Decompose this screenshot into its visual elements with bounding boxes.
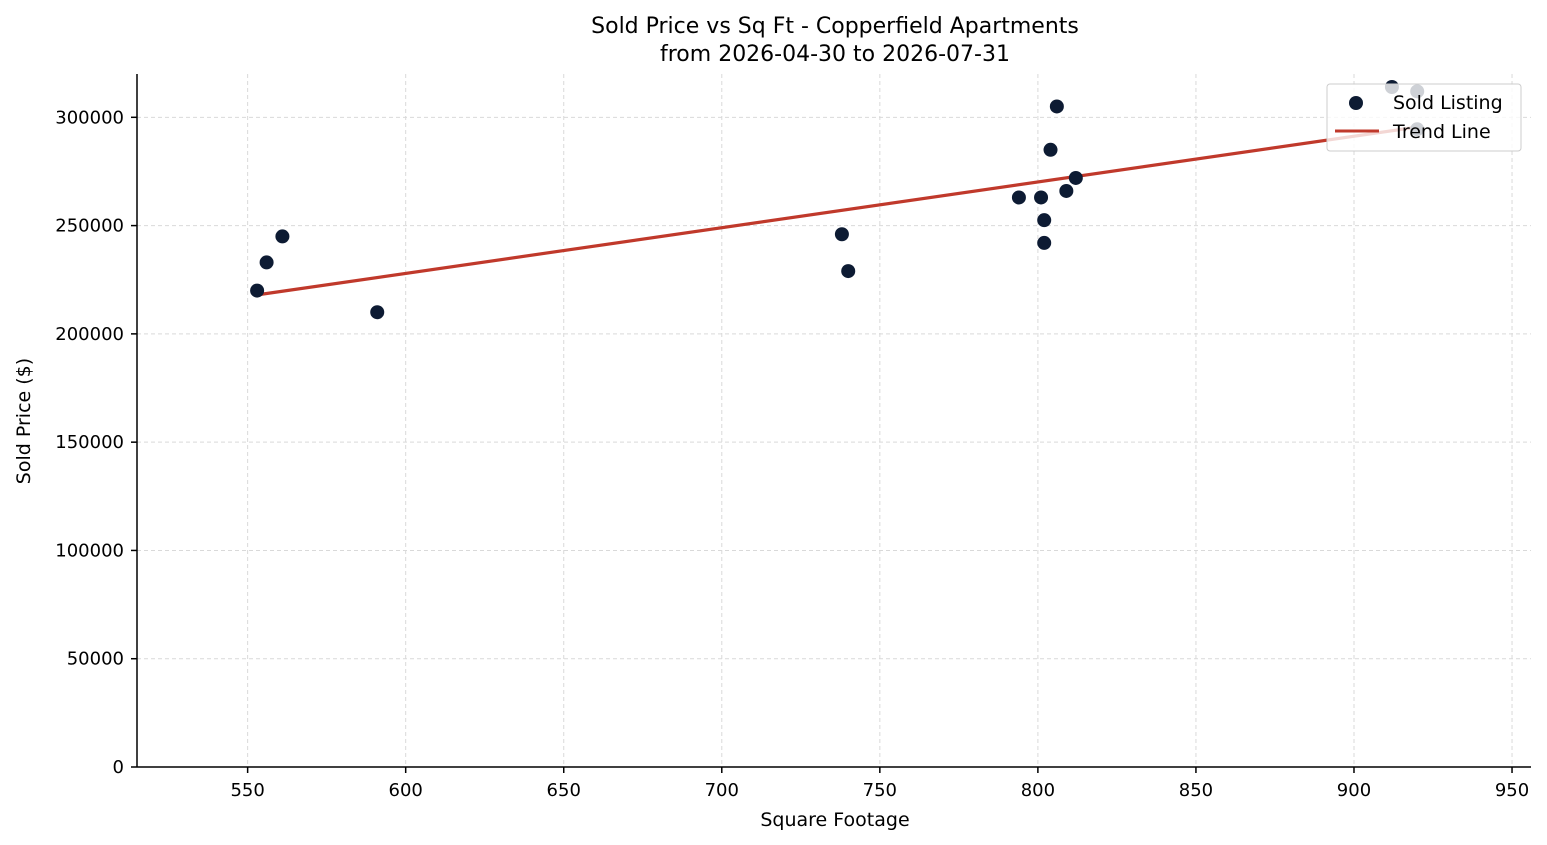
data-points [250,79,1425,320]
y-tick-label: 250000 [55,216,124,237]
x-tick-label: 850 [1179,780,1213,801]
chart-title-line-2: from 2026-04-30 to 2026-07-31 [660,42,1010,67]
legend-label-trend-line: Trend Line [1392,121,1491,143]
legend: Sold Listing Trend Line [1326,83,1522,152]
data-point [370,305,385,320]
y-axis-label: Sold Price ($) [13,358,35,484]
data-point [834,227,849,242]
x-tick-label: 600 [389,780,423,801]
legend-label-sold-listing: Sold Listing [1393,92,1503,114]
x-tick-label: 700 [705,780,739,801]
trend-line-layer [256,125,1418,297]
data-point [1034,190,1049,205]
grid-lines [137,74,1531,768]
y-tick-label: 100000 [55,540,124,561]
x-tick-label: 650 [547,780,581,801]
data-point [1043,142,1058,157]
legend-marker-sold-listing [1349,96,1363,110]
data-point [1037,235,1052,250]
legend-box [1326,83,1522,152]
x-axis-label: Square Footage [760,809,909,831]
tick-labels: 550 600 650 700 750 800 850 900 950 0 50000 100000 1… [55,107,1529,801]
y-tick-label: 200000 [55,324,124,345]
y-tick-label: 300000 [55,107,124,128]
data-point [275,229,290,244]
y-tick-label: 0 [113,757,124,778]
trend-line [256,125,1418,297]
data-point [1068,170,1083,185]
data-point [1037,213,1052,228]
data-point [259,255,274,270]
y-tick-label: 50000 [67,649,124,670]
y-tick-label: 150000 [55,432,124,453]
x-tick-label: 950 [1495,780,1529,801]
data-point [1059,183,1074,198]
axes [131,74,1531,773]
x-tick-label: 800 [1021,780,1055,801]
data-point [1011,190,1026,205]
x-tick-label: 900 [1337,780,1371,801]
data-point [1049,99,1064,114]
chart-title-line-1: Sold Price vs Sq Ft - Copperfield Apartm… [591,14,1079,39]
x-tick-label: 550 [230,780,264,801]
data-point [250,283,265,298]
data-point [841,264,856,279]
x-tick-label: 750 [863,780,897,801]
